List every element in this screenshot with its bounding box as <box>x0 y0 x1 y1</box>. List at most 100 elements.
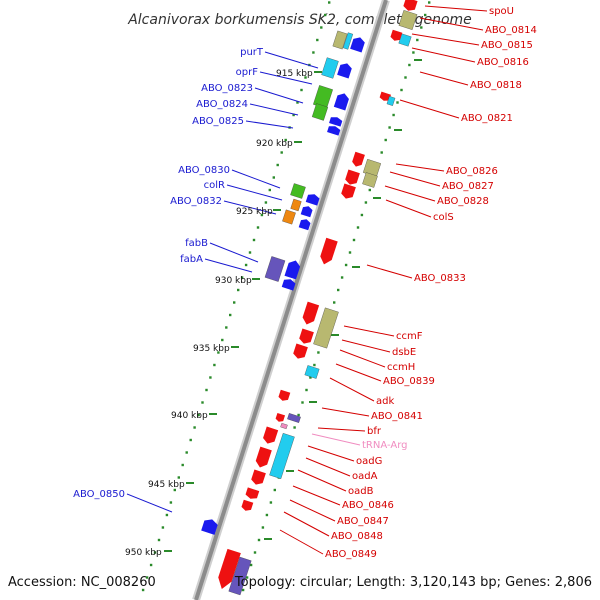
tick-dot-left <box>233 301 236 304</box>
gene-label-oadA[interactable]: oadA <box>352 471 378 482</box>
gene-fabB <box>264 256 286 282</box>
gene-label-ABO_0846[interactable]: ABO_0846 <box>342 500 394 511</box>
gene-ABO_0824-box <box>311 103 329 121</box>
gene-label-ABO_0830[interactable]: ABO_0830 <box>178 165 230 176</box>
gene-label-ABO_0826[interactable]: ABO_0826 <box>446 166 498 177</box>
tick-dot-left <box>304 76 307 79</box>
kbp-label-940: 940 kbp <box>171 411 208 421</box>
tick-dot-right <box>309 376 312 379</box>
leader-line-reverse <box>366 264 413 279</box>
kbp-label-945: 945 kbp <box>148 480 185 490</box>
gene-label-oadG[interactable]: oadG <box>356 456 382 467</box>
leader-line-reverse <box>283 511 330 537</box>
gene-label-ABO_0833[interactable]: ABO_0833 <box>414 273 466 284</box>
leader-line-reverse <box>279 529 324 555</box>
gene-label-colR[interactable]: colR <box>204 180 225 191</box>
map-title: Alcanivorax borkumensis SK2, complete ge… <box>127 12 472 28</box>
gene-colS-body <box>341 183 356 199</box>
tick-dot-right <box>400 88 403 92</box>
tick-dot-left <box>316 38 319 42</box>
gene-label-ABO_0849[interactable]: ABO_0849 <box>325 549 377 560</box>
leader-line-forward <box>231 169 281 189</box>
gene-label-ABO_0821[interactable]: ABO_0821 <box>461 113 513 124</box>
gene-ABO_0828 <box>345 169 360 185</box>
gene-label-ABO_0814[interactable]: ABO_0814 <box>485 25 537 36</box>
gene-ABO_0846 <box>251 469 266 485</box>
gene-label-ccmF[interactable]: ccmF <box>396 331 423 342</box>
gene-label-ABO_0815[interactable]: ABO_0815 <box>481 40 533 51</box>
gene-label-dsbE[interactable]: dsbE <box>392 347 416 358</box>
gene-label-colS[interactable]: colS <box>433 212 454 223</box>
tick-dot-left <box>252 238 256 242</box>
gene-label-fabB[interactable]: fabB <box>185 238 208 249</box>
gene-label-ABO_0839[interactable]: ABO_0839 <box>383 376 435 387</box>
leader-line-reverse <box>384 185 436 202</box>
gene-oprF-body <box>321 57 339 79</box>
gene-label-ABO_0824[interactable]: ABO_0824 <box>196 99 248 110</box>
tick-dot-left <box>173 488 176 492</box>
leader-line-reverse <box>419 71 469 86</box>
gene-label-ABO_0832[interactable]: ABO_0832 <box>170 196 222 207</box>
leader-line-reverse <box>341 339 391 353</box>
tick-dot-left <box>272 176 275 179</box>
tick-dot-right <box>408 63 411 67</box>
gene-ccmF-body <box>313 307 339 349</box>
leader-line-reverse <box>305 457 351 477</box>
gene-label-fabA[interactable]: fabA <box>180 254 203 265</box>
gene-ABO_0825 <box>329 117 343 127</box>
gene-purT <box>332 30 348 50</box>
gene-tRNA-Arg <box>280 422 288 430</box>
gene-label-ABO_0816[interactable]: ABO_0816 <box>477 57 529 68</box>
tick-dot-left <box>141 588 145 592</box>
tick-dot-left <box>145 576 149 579</box>
forward-gene-labels: purT oprF ABO_0823 ABO_0824 ABO_0825 ABO… <box>73 47 264 500</box>
tick-dot-right <box>269 501 273 504</box>
gene-label-adk[interactable]: adk <box>376 396 394 407</box>
gene-label-oprF[interactable]: oprF <box>236 67 259 78</box>
kbp-label-930: 930 kbp <box>215 276 252 286</box>
gene-oprF <box>350 37 365 53</box>
gene-ABO_0832-body <box>282 209 296 225</box>
gene-ABO_0841 <box>287 413 301 423</box>
gene-label-ABO_0825[interactable]: ABO_0825 <box>192 116 244 127</box>
gene-ABO_0821 <box>379 91 391 101</box>
gene-label-oadB[interactable]: oadB <box>348 486 374 497</box>
gene-fabB-body <box>264 256 286 282</box>
gene-tRNA-Arg-body <box>280 422 288 430</box>
gene-ABO_0832 <box>282 209 296 225</box>
tick-dot-left <box>201 401 204 404</box>
tick-dot-left <box>217 351 220 354</box>
gene-spoU <box>403 0 418 11</box>
tick-dot-left <box>221 338 224 342</box>
tick-dot-left <box>268 188 271 192</box>
gene-label-tRNA-Arg[interactable]: tRNA-Arg <box>362 440 407 451</box>
leader-line-forward <box>226 184 283 201</box>
gene-dsbE <box>299 328 314 344</box>
gene-colR-head <box>300 206 313 218</box>
gene-label-bfr[interactable]: bfr <box>367 426 382 437</box>
gene-label-ABO_0828[interactable]: ABO_0828 <box>437 196 489 207</box>
kbp-labels: 915 kbp 920 kbp 925 kbp 930 kbp 935 kbp … <box>125 69 313 558</box>
gene-label-spoU[interactable]: spoU <box>489 6 514 17</box>
kbp-label-935: 935 kbp <box>193 344 230 354</box>
tick-dot-left <box>292 113 295 117</box>
leader-line-forward <box>209 242 259 263</box>
gene-label-ABO_0823[interactable]: ABO_0823 <box>201 83 253 94</box>
tick-dot-left <box>296 101 299 104</box>
gene-label-ABO_0841[interactable]: ABO_0841 <box>371 411 423 422</box>
gene-label-ABO_0827[interactable]: ABO_0827 <box>442 181 494 192</box>
gene-label-ABO_0818[interactable]: ABO_0818 <box>470 80 522 91</box>
gene-label-ABO_0850[interactable]: ABO_0850 <box>73 489 125 500</box>
tick-dot-left <box>189 438 192 442</box>
tick-dot-left <box>320 26 323 29</box>
gene-label-ccmH[interactable]: ccmH <box>387 362 415 373</box>
tick-dot-right <box>420 26 423 29</box>
gene-fabA <box>281 279 296 291</box>
gene-label-purT[interactable]: purT <box>240 47 264 58</box>
gene-label-ABO_0847[interactable]: ABO_0847 <box>337 516 389 527</box>
gene-ABO_0830 <box>290 183 306 199</box>
leader-line-forward <box>223 200 277 215</box>
gene-label-ABO_0848[interactable]: ABO_0848 <box>331 531 383 542</box>
gene-ABO_0816 <box>390 29 403 41</box>
